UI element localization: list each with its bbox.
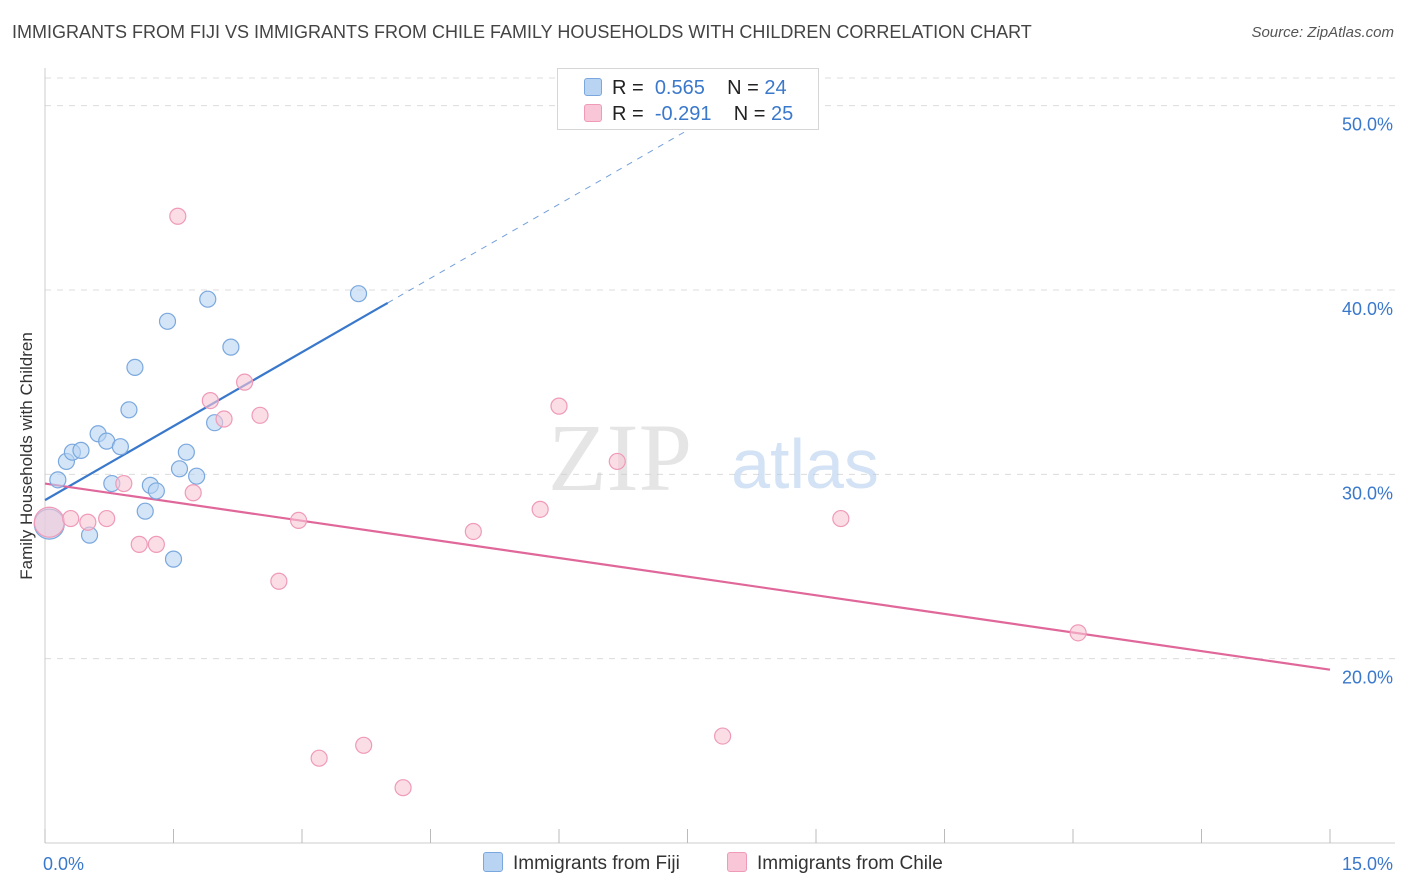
fiji-trend-extension [387,119,705,304]
y-axis-label: Family Households with Children [17,332,36,580]
gridlines [45,77,1395,660]
legend-row-fiji: R = 0.565 N = 24 [584,77,787,99]
chile-point [184,484,202,502]
chart-title: IMMIGRANTS FROM FIJI VS IMMIGRANTS FROM … [12,22,1032,42]
fiji-point [147,482,165,500]
chile-point [201,391,219,410]
fiji-point [349,285,368,303]
fiji-point [126,358,144,377]
chile-point [130,535,148,553]
fiji-point [199,290,217,308]
chile-point [215,410,233,428]
trend-lines [44,119,1331,671]
fiji-swatch [584,78,602,96]
fiji-point [136,502,154,520]
fiji-point [188,467,206,485]
chile-point [310,749,328,767]
bottom-fiji-swatch [483,852,503,872]
y-tick-label: 40.0% [1342,299,1393,319]
chile-point [1069,624,1087,642]
chile-point [62,509,80,528]
y-tick-label: 50.0% [1342,115,1393,135]
chile-n-label: N = [733,103,766,125]
fiji-point [222,338,240,356]
chile-n-value: 25 [771,103,794,125]
chile-point [251,406,269,424]
fiji-n-label: N = [727,77,759,99]
chile-point [289,511,308,530]
fiji-r-label: R = [612,77,644,99]
chile-point [236,373,254,391]
chile-point [464,522,482,541]
x-tick-label: 15.0% [1342,854,1393,874]
bottom-chile-swatch [727,852,747,872]
chile-point [79,513,97,531]
bottom-chile-label: Immigrants from Chile [757,853,943,874]
y-tick-label: 30.0% [1342,483,1393,503]
fiji-point [170,460,189,478]
chile-point [355,736,373,754]
chile-point [33,506,65,538]
chile-point [147,535,165,553]
chile-r-label: R = [612,103,644,125]
chile-point [270,572,288,590]
chile-swatch [584,104,602,122]
bottom-legend-chile: Immigrants from Chile [727,852,943,875]
chile-point [714,727,732,745]
fiji-point [72,441,90,459]
chile-point [832,509,850,528]
chile-point [394,779,412,797]
fiji-n-value: 24 [764,77,787,99]
chile-point [550,397,568,415]
chile-point [531,500,549,518]
chile-point [98,509,116,528]
chile-point [169,207,187,225]
axes [44,68,1395,844]
fiji-point [158,312,177,330]
legend-row-chile: R = -0.291 N = 25 [584,103,793,125]
stats-legend: R = 0.565 N = 24 R = -0.291 N = 25 [557,68,819,130]
chile-point [115,474,133,493]
fiji-point [49,471,67,489]
tick-labels: 20.0% 30.0% 40.0% 50.0% 0.0% 15.0% [43,115,1393,874]
zipatlas-watermark: ZIP atlas [548,404,879,511]
data-points [33,207,1087,797]
fiji-point [164,550,183,568]
fiji-point [177,443,195,461]
y-tick-label: 20.0% [1342,668,1393,688]
chile-point [608,452,626,471]
chile-r-value: -0.291 [654,103,712,125]
source-credit: Source: ZipAtlas.com [1251,24,1394,41]
watermark-atlas: atlas [731,425,879,503]
chile-trend-line [44,482,1331,671]
x-tick-label: 0.0% [43,854,84,874]
fiji-point [120,401,138,419]
bottom-fiji-label: Immigrants from Fiji [513,853,680,874]
fiji-point [111,438,129,456]
bottom-legend-fiji: Immigrants from Fiji [483,852,680,875]
fiji-r-value: 0.565 [654,77,705,99]
